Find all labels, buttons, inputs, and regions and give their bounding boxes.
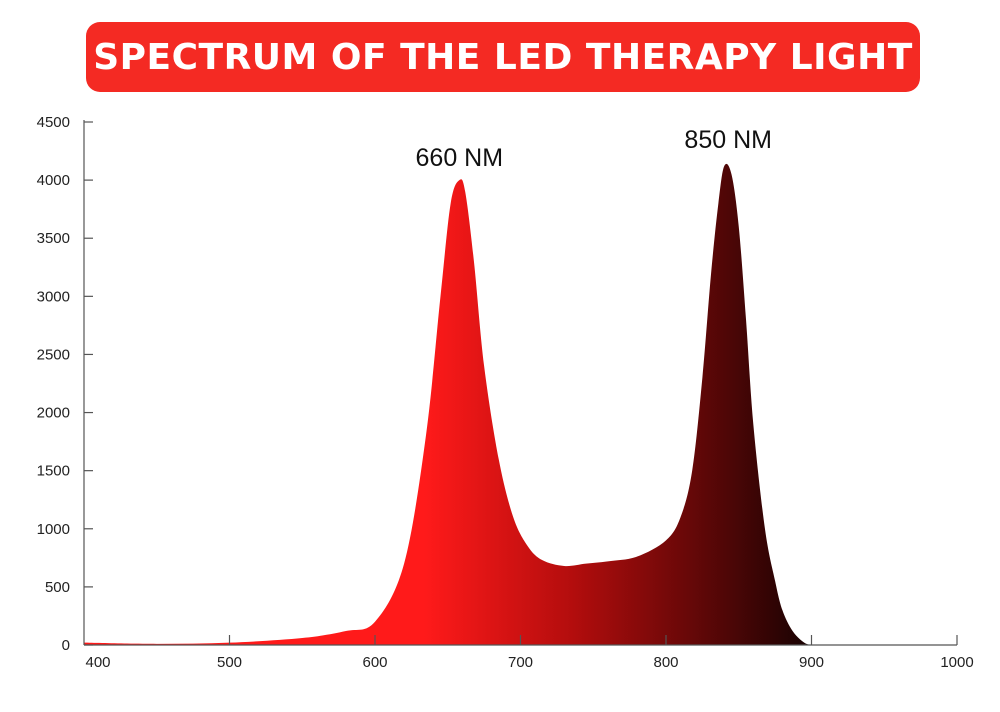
y-tick-label-2500: 2500 (37, 346, 70, 363)
y-tick-label-3500: 3500 (37, 230, 70, 247)
x-tick-label-400: 400 (85, 654, 110, 671)
y-tick-label-4000: 4000 (37, 172, 70, 189)
y-tick-label-1500: 1500 (37, 463, 70, 480)
peak-label-1: 850 NM (684, 126, 772, 154)
chart-title: SPECTRUM OF THE LED THERAPY LIGHT (93, 36, 913, 78)
x-tick-label-900: 900 (799, 654, 824, 671)
axis-layer: 0 500 1000 1500 2000 2500 3000 3500 4000 4500 400 5… (37, 114, 974, 671)
y-tick-label-3000: 3000 (37, 288, 70, 305)
y-tick-label-2000: 2000 (37, 405, 70, 422)
x-tick-label-700: 700 (508, 654, 533, 671)
spectrum-area-series-0 (84, 163, 812, 646)
peak-label-0: 660 NM (416, 144, 504, 172)
x-tick-label-500: 500 (217, 654, 242, 671)
x-tick-label-1000: 1000 (940, 654, 973, 671)
y-tick-label-1000: 1000 (37, 521, 70, 538)
y-tick-label-500: 500 (45, 579, 70, 596)
x-tick-label-800: 800 (653, 654, 678, 671)
area-layer (84, 163, 812, 646)
x-tick-label-600: 600 (362, 654, 387, 671)
label-layer: 660 NM 850 NM (416, 126, 772, 172)
y-tick-label-0: 0 (62, 637, 70, 654)
title-banner: SPECTRUM OF THE LED THERAPY LIGHT (86, 22, 920, 92)
y-tick-label-4500: 4500 (37, 114, 70, 131)
